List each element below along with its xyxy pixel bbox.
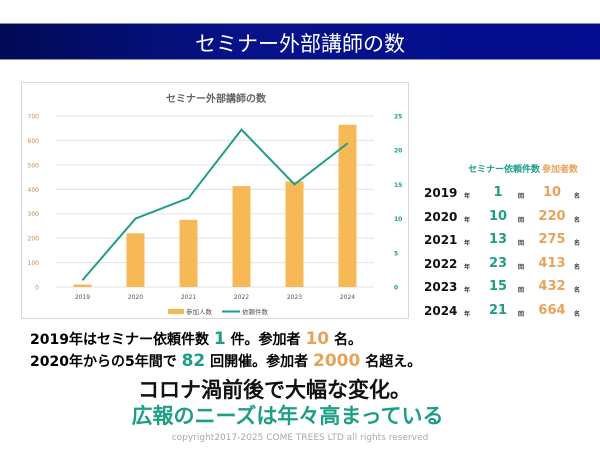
legend-label-bars: 参加人数 [186, 307, 213, 316]
line-point-2024 [347, 142, 348, 144]
people-cell: 10 [542, 185, 562, 200]
bar-2020 [126, 233, 145, 287]
year-unit: 年 [463, 240, 470, 248]
year-unit: 年 [463, 193, 470, 200]
count-unit: 回 [517, 287, 524, 295]
people-cell: 432 [538, 279, 566, 295]
right-axis-tick: 25 [394, 114, 402, 121]
count-unit: 回 [517, 193, 524, 200]
bar-2023 [285, 181, 304, 287]
year-cell: 2019 [424, 186, 458, 200]
people-unit: 名 [573, 311, 580, 318]
people-unit: 名 [573, 193, 580, 200]
people-unit: 名 [573, 216, 580, 224]
people-unit: 名 [573, 263, 580, 271]
year-unit: 年 [463, 216, 470, 224]
x-axis-tick: 2022 [234, 294, 249, 301]
summary-line-1: 2019年はセミナー依頼件数 1 件。参加者 10 名。 [30, 329, 362, 349]
summary-line-2: 2020年からの5年間で 82 回開催。参加者 2000 名超え。 [30, 351, 422, 371]
year-unit: 年 [463, 263, 470, 271]
left-axis-tick: 200 [28, 236, 40, 243]
right-axis-tick: 20 [394, 148, 402, 155]
year-unit: 年 [463, 287, 470, 295]
line-series [81, 128, 349, 281]
line-point-2022 [241, 129, 242, 131]
people-unit: 名 [573, 287, 580, 295]
left-axis-tick: 100 [28, 260, 40, 267]
legend-label-line: 依頼件数 [242, 307, 269, 316]
people-unit: 名 [573, 240, 580, 248]
people-cell: 664 [538, 303, 566, 318]
line-point-2021 [188, 197, 189, 199]
line-point-2023 [294, 183, 295, 185]
count-unit: 回 [517, 311, 524, 318]
count-unit: 回 [517, 240, 524, 248]
left-axis-tick: 400 [28, 187, 40, 194]
count-cell: 1 [493, 185, 503, 200]
people-cell: 220 [538, 208, 566, 224]
title-banner: セミナー外部講師の数 [0, 23, 600, 60]
year-cell: 2021 [424, 233, 458, 248]
left-axis-tick: 500 [28, 162, 40, 169]
chart-title: セミナー外部講師の数 [166, 92, 267, 105]
line-point-2020 [135, 218, 136, 220]
x-axis-tick: 2020 [128, 294, 143, 301]
left-axis-tick: 0 [35, 285, 39, 292]
right-axis-tick: 10 [394, 216, 402, 223]
year-unit: 年 [463, 311, 470, 318]
chart: セミナー外部講師の数 0 100 200 300 400 500 600 700 0 5 10 15 20… [21, 82, 409, 319]
year-cell: 2022 [424, 256, 458, 271]
count-unit: 回 [517, 263, 524, 271]
subheadline: 広報のニーズは年々高まっている [131, 404, 444, 428]
x-axis-tick: 2021 [181, 294, 196, 301]
count-cell: 21 [488, 303, 508, 318]
right-axis-tick: 5 [394, 250, 398, 257]
year-cell: 2024 [424, 304, 458, 318]
people-cell: 275 [538, 232, 566, 248]
count-cell: 10 [488, 208, 508, 224]
right-axis-tick: 0 [394, 285, 398, 292]
bar-2021 [179, 219, 198, 287]
legend-swatch-bars [168, 309, 184, 314]
people-cell: 413 [538, 255, 566, 271]
count-cell: 13 [488, 232, 508, 248]
left-axis-tick: 600 [28, 138, 40, 145]
bar-2019 [73, 284, 92, 287]
count-unit: 回 [517, 216, 524, 224]
year-cell: 2020 [424, 209, 458, 224]
left-axis-tick: 300 [28, 211, 40, 218]
x-axis-tick: 2019 [75, 294, 90, 301]
combo-chart: セミナー外部講師の数 0 100 200 300 400 500 600 700 0 5 10 15 20… [28, 92, 403, 316]
table-header-count: セミナー依頼件数 [468, 165, 541, 175]
x-axis-tick: 2023 [287, 294, 302, 301]
year-cell: 2023 [424, 280, 458, 295]
count-cell: 23 [488, 255, 508, 271]
right-axis-tick: 15 [394, 182, 402, 189]
line-point-2019 [82, 279, 83, 281]
bar-2024 [338, 124, 357, 287]
bar-2022 [232, 186, 251, 287]
table-header-people: 参加者数 [542, 165, 579, 175]
count-cell: 15 [488, 279, 508, 295]
x-axis-tick: 2024 [340, 294, 355, 301]
page-title: セミナー外部講師の数 [195, 32, 405, 56]
headline: コロナ渦前後で大幅な変化。 [138, 378, 411, 402]
left-axis-tick: 700 [28, 114, 40, 121]
copyright: copyright2017-2025 COME TREES LTD all ri… [171, 433, 429, 443]
